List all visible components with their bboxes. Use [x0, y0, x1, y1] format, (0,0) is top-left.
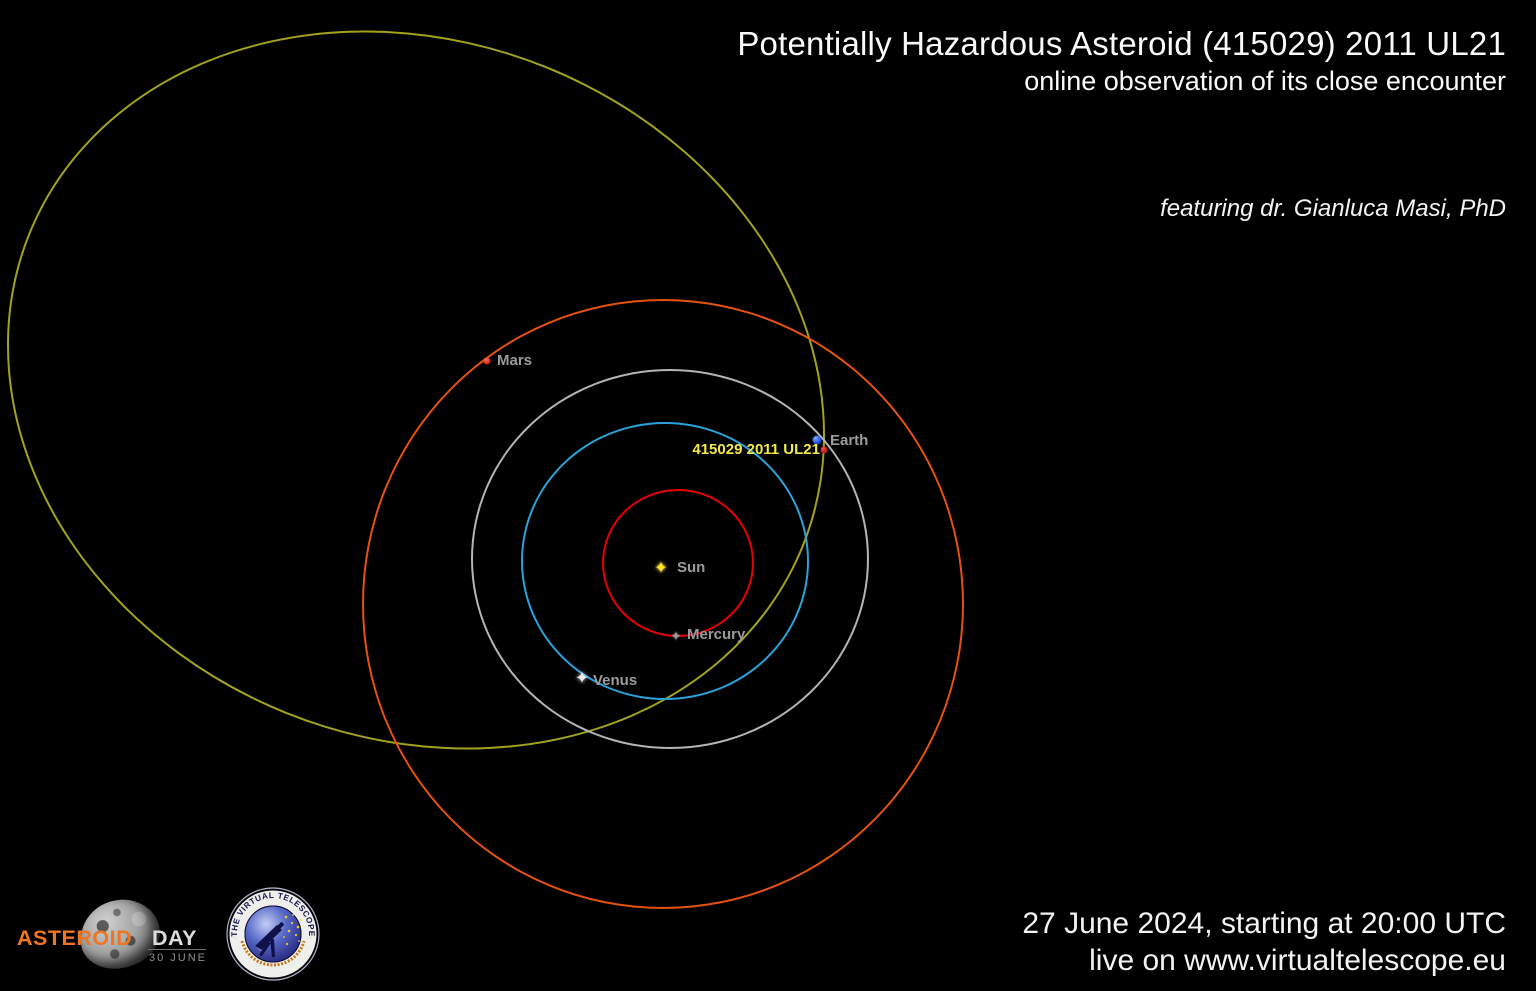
event-datetime: 27 June 2024, starting at 20:00 UTC	[1022, 907, 1506, 940]
earth-marker-icon	[812, 435, 822, 445]
badge-left-star-icon: +	[233, 936, 237, 942]
asteroid-day-divider	[148, 949, 206, 950]
telescope-badge-icon: THE VIRTUAL TELESCOPE + +	[226, 887, 320, 981]
asteroid-label: 415029 2011 UL21	[692, 441, 820, 458]
event-stream-url: live on www.virtualtelescope.eu	[1089, 944, 1506, 977]
venus-orbit	[521, 422, 809, 700]
venus-label: Venus	[593, 672, 638, 689]
mars-orbit	[362, 299, 964, 909]
earth-label: Earth	[830, 432, 869, 449]
sun-label: Sun	[677, 559, 706, 576]
mercury-orbit	[602, 489, 754, 637]
asteroid-day-date: 30 JUNE	[149, 952, 208, 964]
event-block: 27 June 2024, starting at 20:00 UTC live…	[1022, 905, 1506, 979]
asteroid-marker-icon	[820, 446, 828, 454]
sun-star-icon: ✦	[654, 558, 668, 577]
badge-right-star-icon: +	[309, 936, 313, 942]
virtual-telescope-logo: THE VIRTUAL TELESCOPE + +	[226, 887, 320, 981]
asteroid-day-logo: ASTEROID DAY 30 JUNE	[10, 893, 225, 985]
mercury-marker-icon: ✦	[670, 629, 682, 645]
earth-orbit	[471, 369, 869, 749]
page-subtitle: online observation of its close encounte…	[1024, 66, 1506, 96]
venus-marker-icon: ✦	[574, 668, 590, 689]
page-title: Potentially Hazardous Asteroid (415029) …	[737, 25, 1506, 62]
mars-marker-icon	[483, 357, 491, 365]
asteroid-day-word-asteroid: ASTEROID	[17, 926, 133, 950]
badge-star-dots	[283, 914, 302, 946]
telescope-icon	[255, 921, 285, 957]
mars-label: Mars	[497, 352, 533, 369]
asteroid-day-word-day: DAY	[152, 926, 197, 950]
badge-lower-text-arc	[240, 940, 306, 967]
mercury-label: Mercury	[687, 626, 746, 643]
title-block: Potentially Hazardous Asteroid (415029) …	[737, 24, 1506, 98]
featuring-credit: featuring dr. Gianluca Masi, PhD	[1160, 195, 1506, 222]
